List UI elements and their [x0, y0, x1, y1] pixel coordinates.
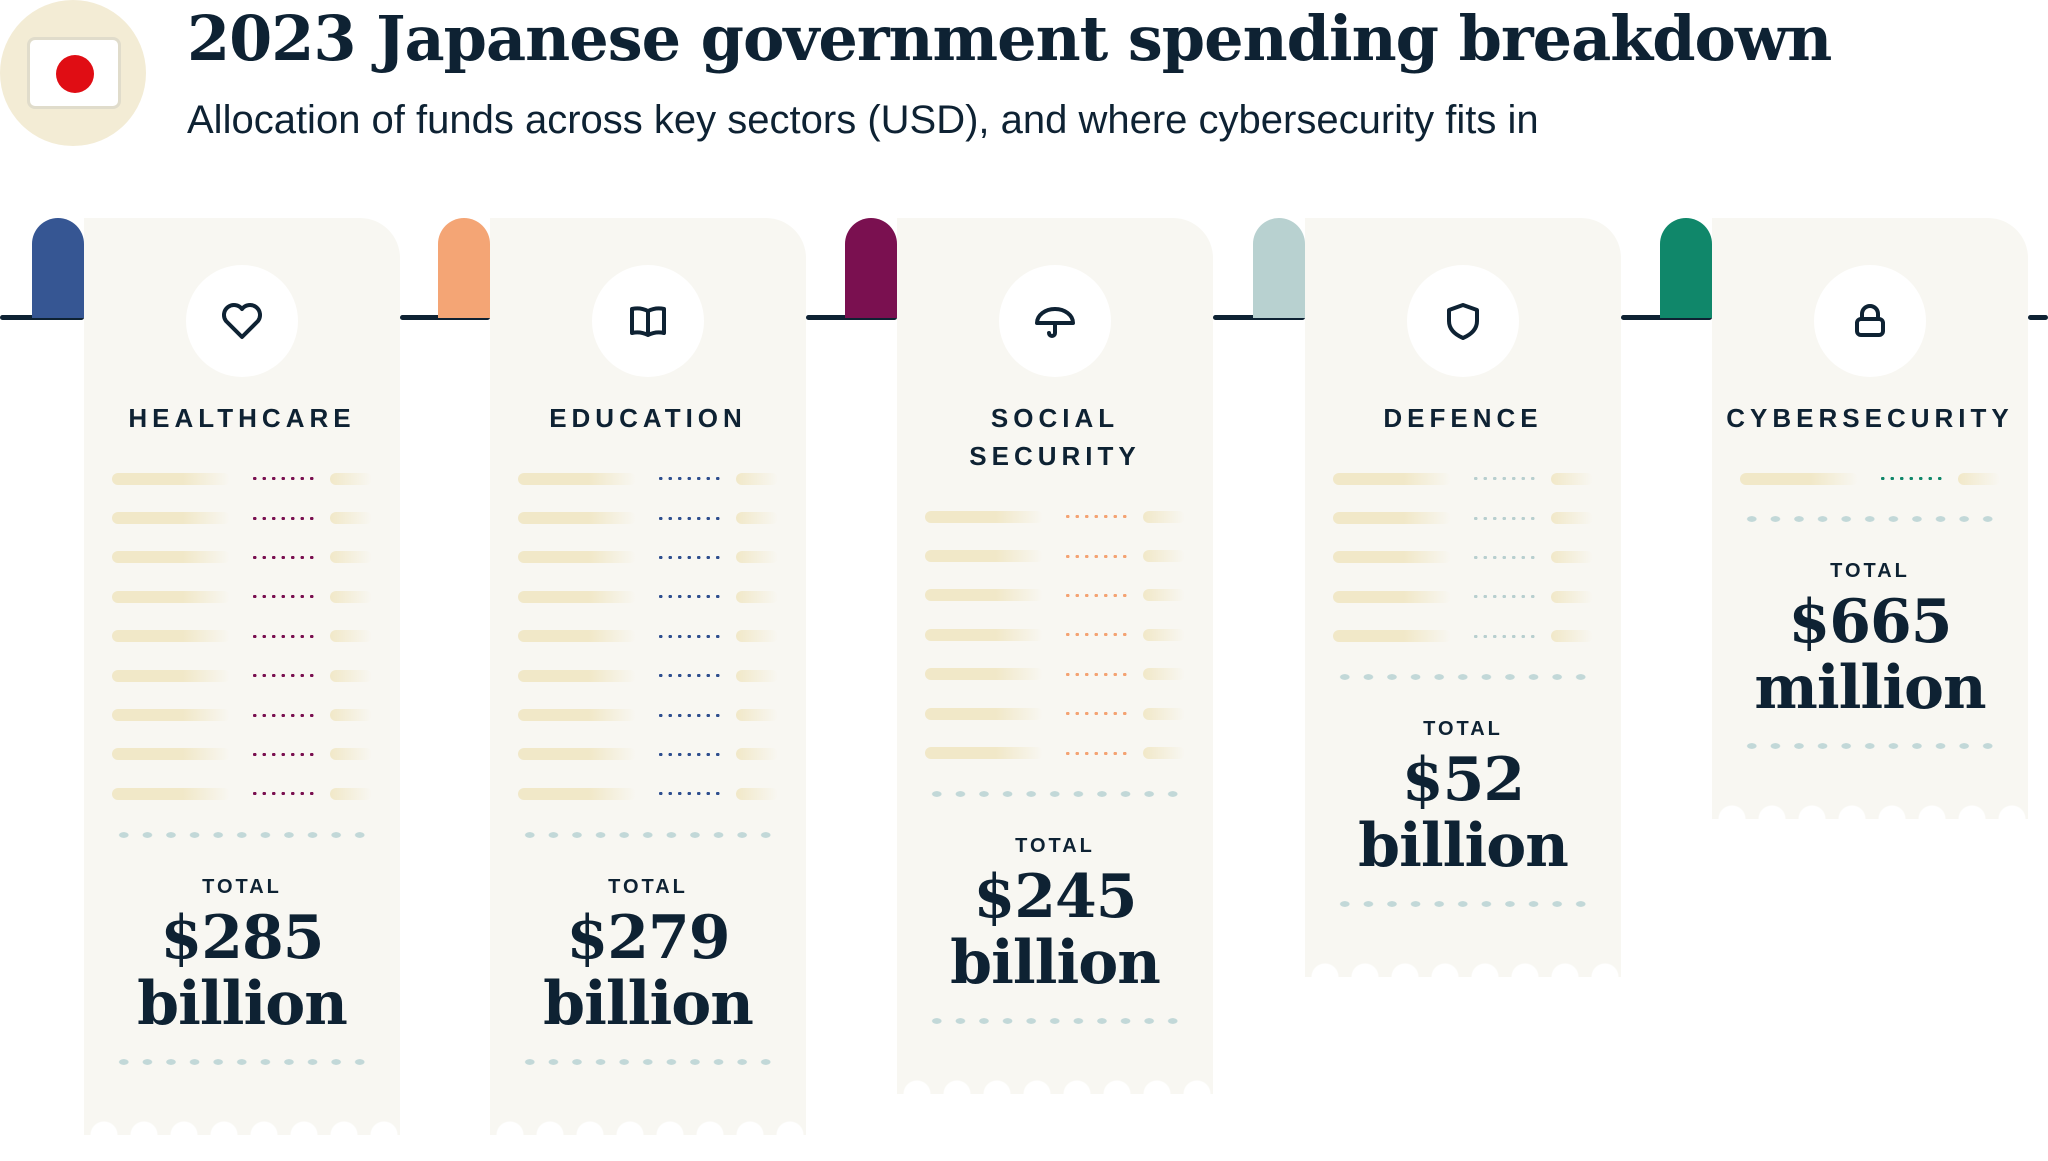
page-subtitle: Allocation of funds across key sectors (… [187, 98, 1539, 142]
line-item [112, 735, 372, 774]
line-item [1740, 459, 2000, 498]
line-item [1333, 498, 1593, 537]
total-label: TOTAL [608, 875, 688, 898]
line-item [518, 459, 778, 498]
line-item [112, 538, 372, 577]
divider [925, 1017, 1185, 1024]
total-label: TOTAL [202, 875, 282, 898]
divider [1333, 673, 1593, 680]
sector-card-healthcare: HEALTHCARE TOTAL $285 billion [84, 218, 400, 1135]
line-item [1333, 577, 1593, 616]
total-amount: $279 billion [543, 902, 754, 1039]
flag-badge [0, 0, 146, 146]
heart-icon [186, 265, 298, 377]
total-amount: $665 million [1754, 587, 1986, 724]
divider [518, 1058, 778, 1065]
divider [112, 1058, 372, 1065]
line-item [1333, 459, 1593, 498]
sector-card-cybersecurity: CYBERSECURITY TOTAL $665 million [1712, 218, 2028, 820]
sector-card-defence: DEFENCE TOTAL $52 billion [1305, 218, 1621, 977]
total-label: TOTAL [1423, 717, 1503, 740]
sector-label: HEALTHCARE [128, 403, 356, 433]
line-item [518, 538, 778, 577]
divider [1740, 743, 2000, 750]
line-item [112, 577, 372, 616]
line-item [518, 617, 778, 656]
line-item [518, 695, 778, 734]
sector-card-education: EDUCATION TOTAL $279 billion [490, 218, 806, 1135]
line-item [1333, 617, 1593, 656]
sector-label: CYBERSECURITY [1726, 403, 2014, 433]
sector-label: SOCIAL SECURITY [969, 403, 1141, 471]
umbrella-icon [999, 265, 1111, 377]
total-label: TOTAL [1830, 560, 1910, 583]
sector-card-social-security: SOCIAL SECURITY TOTAL $245 billion [897, 218, 1213, 1094]
japan-flag-icon [27, 37, 121, 109]
total-amount: $52 billion [1358, 744, 1569, 881]
sector-label: DEFENCE [1383, 403, 1543, 433]
card-tab [438, 218, 490, 318]
divider [1333, 900, 1593, 907]
line-item [925, 655, 1185, 694]
line-item [518, 656, 778, 695]
divider [112, 831, 372, 838]
line-item [925, 497, 1185, 536]
line-item [112, 498, 372, 537]
line-item [925, 615, 1185, 654]
card-tab [1660, 218, 1712, 318]
card-tab [32, 218, 84, 318]
divider [925, 790, 1185, 797]
sector-label: EDUCATION [549, 403, 747, 433]
page-title: 2023 Japanese government spending breakd… [187, 2, 1832, 75]
line-item [925, 536, 1185, 575]
total-label: TOTAL [1015, 834, 1095, 857]
divider [518, 831, 778, 838]
line-item [518, 735, 778, 774]
line-item [112, 459, 372, 498]
line-item [518, 577, 778, 616]
timeline-line [2028, 315, 2048, 320]
line-item [925, 733, 1185, 772]
divider [1740, 516, 2000, 523]
line-item [112, 656, 372, 695]
line-item [112, 617, 372, 656]
lock-icon [1814, 265, 1926, 377]
line-item [518, 774, 778, 813]
total-amount: $245 billion [950, 861, 1161, 998]
card-tab [1253, 218, 1305, 318]
line-item [1333, 538, 1593, 577]
total-amount: $285 billion [137, 902, 348, 1039]
line-item [925, 694, 1185, 733]
line-item [925, 576, 1185, 615]
book-icon [592, 265, 704, 377]
card-tab [845, 218, 897, 318]
line-item [518, 498, 778, 537]
line-item [112, 695, 372, 734]
line-item [112, 774, 372, 813]
shield-icon [1407, 265, 1519, 377]
